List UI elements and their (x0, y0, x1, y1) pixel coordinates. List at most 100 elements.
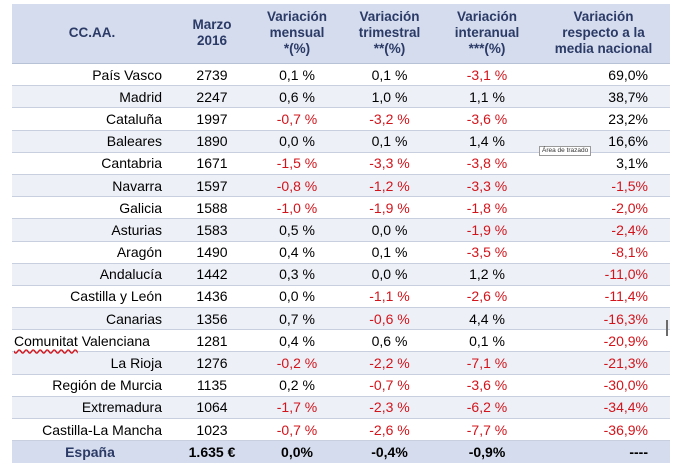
region-cell: Comunitat Valenciana (12, 330, 172, 352)
price-cell: 1997 (172, 108, 252, 130)
monthly-change-cell: 0,4 % (252, 330, 342, 352)
monthly-change-cell: 0,0 % (252, 130, 342, 152)
monthly-change-cell: 0,3 % (252, 263, 342, 285)
yearly-change-cell: 0,1 % (437, 330, 537, 352)
region-cell: Cantabria (12, 152, 172, 174)
monthly-change-cell: -1,5 % (252, 152, 342, 174)
monthly-change-cell: 0,7 % (252, 308, 342, 330)
quarterly-change-cell: -3,3 % (342, 152, 437, 174)
header-variacion-trimestral: Variación trimestral **(%) (342, 4, 437, 64)
region-cell: Castilla y León (12, 285, 172, 307)
region-cell: Cataluña (12, 108, 172, 130)
header-variacion-media-nacional: Variación respecto a la media nacional (537, 4, 670, 64)
yearly-change-cell: 1,4 % (437, 130, 537, 152)
total-monthly-change-cell: 0,0% (252, 441, 342, 463)
price-cell: 1442 (172, 263, 252, 285)
price-cell: 1583 (172, 219, 252, 241)
quarterly-change-cell: -2,3 % (342, 396, 437, 418)
price-cell: 1281 (172, 330, 252, 352)
header-marzo-2016: Marzo 2016 (172, 4, 252, 64)
text-cursor (666, 320, 668, 336)
region-cell: Andalucía (12, 263, 172, 285)
price-cell: 1597 (172, 174, 252, 196)
chart-area-tooltip: Área de trazado (539, 146, 591, 156)
national-diff-cell: -20,9% (537, 330, 670, 352)
header-variacion-interanual: Variación interanual ***(%) (437, 4, 537, 64)
price-cell: 1135 (172, 374, 252, 396)
monthly-change-cell: -0,7 % (252, 108, 342, 130)
total-yearly-change-cell: -0,9% (437, 441, 537, 463)
region-cell: Baleares (12, 130, 172, 152)
yearly-change-cell: -6,2 % (437, 396, 537, 418)
header-ccaa: CC.AA. (12, 4, 172, 64)
monthly-change-cell: 0,6 % (252, 86, 342, 108)
monthly-change-cell: -0,2 % (252, 352, 342, 374)
yearly-change-cell: -3,1 % (437, 64, 537, 86)
yearly-change-cell: -7,7 % (437, 419, 537, 441)
price-cell: 1671 (172, 152, 252, 174)
quarterly-change-cell: -2,6 % (342, 419, 437, 441)
total-price-cell: 1.635 € (172, 441, 252, 463)
national-diff-cell: -2,0% (537, 197, 670, 219)
yearly-change-cell: -3,5 % (437, 241, 537, 263)
monthly-change-cell: -0,7 % (252, 419, 342, 441)
region-cell: Galicia (12, 197, 172, 219)
yearly-change-cell: 4,4 % (437, 308, 537, 330)
national-diff-cell: -34,4% (537, 396, 670, 418)
total-quarterly-change-cell: -0,4% (342, 441, 437, 463)
monthly-change-cell: -0,8 % (252, 174, 342, 196)
quarterly-change-cell: 0,0 % (342, 219, 437, 241)
quarterly-change-cell: 0,1 % (342, 130, 437, 152)
national-diff-cell: -11,0% (537, 263, 670, 285)
region-cell: Madrid (12, 86, 172, 108)
yearly-change-cell: -1,8 % (437, 197, 537, 219)
quarterly-change-cell: 0,6 % (342, 330, 437, 352)
monthly-change-cell: 0,5 % (252, 219, 342, 241)
price-cell: 1356 (172, 308, 252, 330)
yearly-change-cell: -2,6 % (437, 285, 537, 307)
national-diff-cell: -11,4% (537, 285, 670, 307)
total-region-cell: España (12, 441, 172, 463)
price-cell: 1064 (172, 396, 252, 418)
price-cell: 1490 (172, 241, 252, 263)
region-cell: Castilla-La Mancha (12, 419, 172, 441)
quarterly-change-cell: -0,6 % (342, 308, 437, 330)
quarterly-change-cell: 0,1 % (342, 241, 437, 263)
national-diff-cell: -21,3% (537, 352, 670, 374)
total-national-diff-cell: ---- (537, 441, 670, 463)
yearly-change-cell: -1,9 % (437, 219, 537, 241)
national-diff-cell: -2,4% (537, 219, 670, 241)
national-diff-cell: 23,2% (537, 108, 670, 130)
quarterly-change-cell: -1,2 % (342, 174, 437, 196)
quarterly-change-cell: -0,7 % (342, 374, 437, 396)
region-cell: La Rioja (12, 352, 172, 374)
quarterly-change-cell: -1,1 % (342, 285, 437, 307)
region-cell: Región de Murcia (12, 374, 172, 396)
national-diff-cell: -36,9% (537, 419, 670, 441)
region-cell: Canarias (12, 308, 172, 330)
price-cell: 2739 (172, 64, 252, 86)
region-cell: País Vasco (12, 64, 172, 86)
header-variacion-mensual: Variación mensual *(%) (252, 4, 342, 64)
yearly-change-cell: 1,2 % (437, 263, 537, 285)
price-cell: 1436 (172, 285, 252, 307)
national-diff-cell: 38,7% (537, 86, 670, 108)
region-cell: Aragón (12, 241, 172, 263)
yearly-change-cell: 1,1 % (437, 86, 537, 108)
region-cell: Extremadura (12, 396, 172, 418)
monthly-change-cell: 0,1 % (252, 64, 342, 86)
